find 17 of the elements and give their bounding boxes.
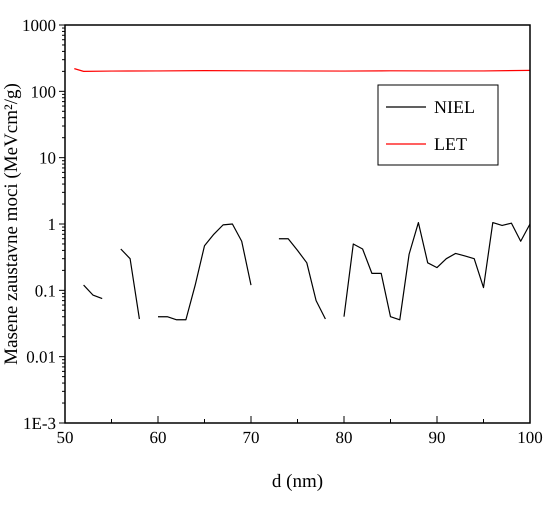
legend-label: LET [434, 134, 467, 154]
y-tick-label: 0.1 [34, 281, 56, 300]
legend-label: NIEL [434, 97, 475, 117]
y-tick-label: 10 [39, 148, 56, 168]
y-tick-label: 0.01 [26, 348, 56, 367]
x-tick-label: 100 [517, 428, 543, 447]
y-tick-label: 1 [48, 215, 56, 234]
x-tick-label: 80 [336, 428, 352, 447]
x-tick-label: 70 [242, 428, 260, 447]
x-axis-title: d (nm) [272, 471, 324, 492]
x-tick-label: 90 [428, 428, 446, 447]
y-tick-label: 1E-3 [22, 414, 56, 433]
y-tick-label: 100 [30, 82, 56, 102]
x-tick-label: 60 [150, 428, 166, 447]
y-axis-title: Masene zaustavne moci (MeVcm²/g) [1, 83, 22, 365]
y-tick-label: 1000 [22, 16, 56, 35]
x-tick-label: 50 [56, 428, 74, 447]
